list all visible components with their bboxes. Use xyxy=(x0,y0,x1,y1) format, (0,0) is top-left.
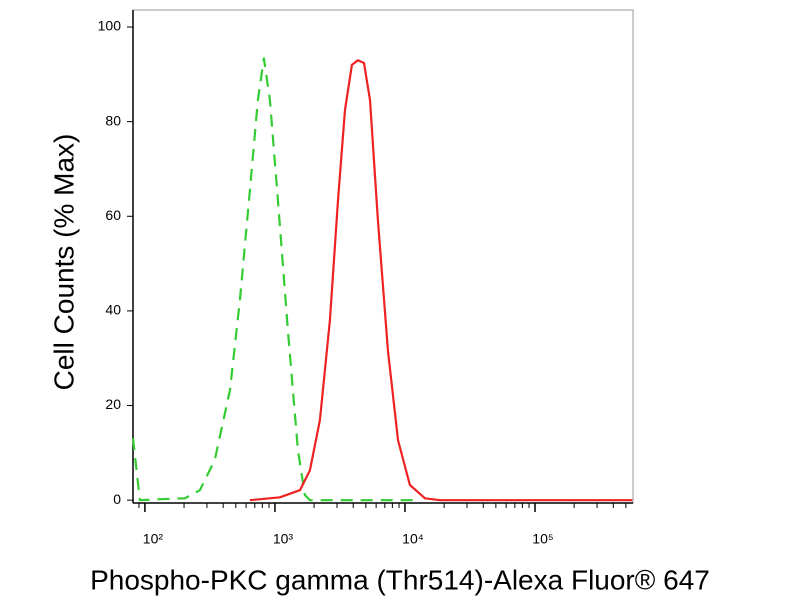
y-axis-title: Cell Counts (% Max) xyxy=(48,134,79,391)
y-tick-label: 100 xyxy=(98,18,122,34)
series-line xyxy=(249,59,633,502)
y-tick-label: 60 xyxy=(105,207,121,223)
y-tick-label: 40 xyxy=(105,302,121,318)
y-tick-label: 20 xyxy=(105,396,121,412)
x-tick-label: 10² xyxy=(143,531,164,547)
y-tick-label: 80 xyxy=(105,112,121,128)
x-tick-label: 10³ xyxy=(273,531,294,547)
series-line xyxy=(131,57,420,502)
x-axis-title: Phospho-PKC gamma (Thr514)-Alexa Fluor® … xyxy=(90,564,710,595)
y-tick-label: 0 xyxy=(113,491,121,507)
x-tick-label: 10⁵ xyxy=(532,531,553,547)
x-tick-label: 10⁴ xyxy=(402,531,424,547)
plot-frame xyxy=(132,9,634,504)
